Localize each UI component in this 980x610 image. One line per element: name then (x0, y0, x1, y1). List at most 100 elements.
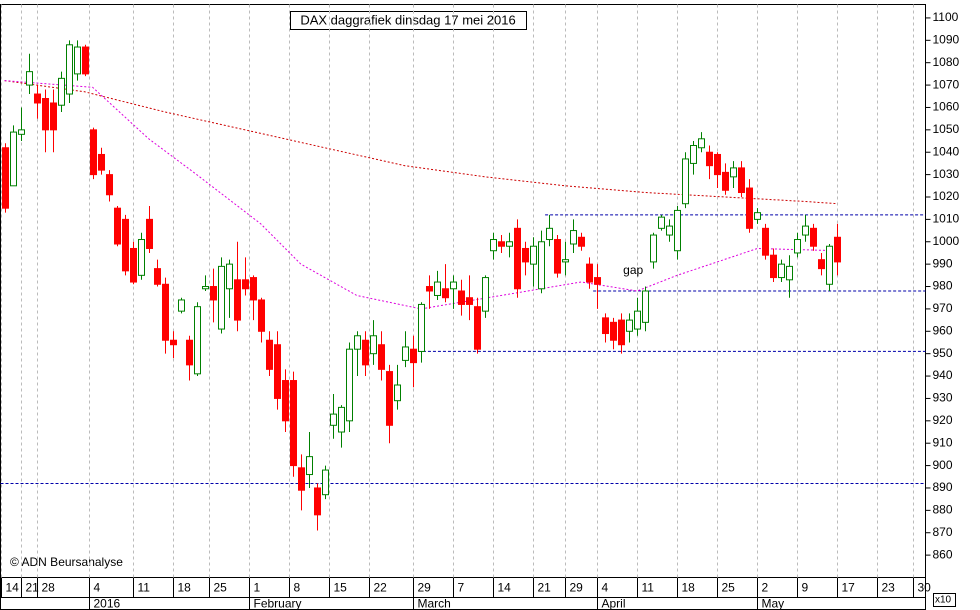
candle-body (90, 129, 97, 176)
y-tick-label: 1050 (933, 122, 960, 136)
month-label: May (762, 597, 785, 610)
candle-body (42, 98, 49, 131)
candle-body (210, 286, 217, 301)
candle-body (58, 77, 65, 106)
scale-note: x10 (935, 595, 952, 606)
candle-body (770, 254, 777, 279)
y-tick-label: 1070 (933, 77, 960, 91)
candle-body (194, 306, 201, 375)
candle-body (610, 321, 617, 341)
y-tick-label: 860 (933, 547, 953, 561)
candle-body (346, 348, 353, 422)
candle-body (178, 299, 185, 312)
x-tick-label: 8 (294, 581, 301, 595)
candle-body (234, 279, 241, 321)
y-tick-label: 1020 (933, 189, 960, 203)
y-tick-label: 880 (933, 503, 953, 517)
candle-body (746, 187, 753, 229)
candle-body (298, 467, 305, 491)
candle-body (602, 317, 609, 335)
candle-body (674, 209, 681, 252)
candle-body (650, 234, 657, 263)
candle-body (490, 239, 497, 252)
candle-body (594, 277, 601, 285)
candle-body (74, 46, 81, 75)
candle-body (514, 227, 521, 290)
month-label: February (254, 597, 302, 610)
y-tick-label: 960 (933, 323, 953, 337)
x-tick-label: 21 (538, 581, 552, 595)
x-tick-label: 4 (94, 581, 101, 595)
candle-body (474, 306, 481, 350)
candle-body (202, 286, 209, 290)
y-tick-label: 1000 (933, 234, 960, 248)
moving-average (4, 80, 838, 310)
x-tick-label: 28 (42, 581, 56, 595)
y-tick-label: 900 (933, 458, 953, 472)
x-tick-label: 2 (762, 581, 769, 595)
chart-title: DAX daggrafiek dinsdag 17 mei 2016 (300, 12, 515, 27)
copyright: © ADN Beursanalyse (10, 555, 123, 569)
x-tick-label: 1 (254, 581, 261, 595)
y-tick-label: 950 (933, 346, 953, 360)
candle-body (386, 371, 393, 426)
x-tick-label: 30 (918, 581, 932, 595)
y-tick-label: 1010 (933, 212, 960, 226)
y-tick-label: 990 (933, 256, 953, 270)
y-tick-label: 970 (933, 301, 953, 315)
candle-body (786, 265, 793, 281)
candle-body (266, 339, 273, 370)
x-tick-label: 14 (498, 581, 512, 595)
month-label: March (418, 597, 451, 610)
x-tick-label: 14 (6, 581, 20, 595)
candle-body (138, 239, 145, 276)
moving-average (4, 80, 838, 205)
month-label: April (602, 597, 626, 610)
candle-body (834, 236, 841, 263)
candle-body (34, 93, 41, 104)
candle-body (498, 241, 505, 247)
candle-body (538, 241, 545, 290)
candle-body (442, 288, 449, 299)
x-tick-label: 4 (602, 581, 609, 595)
candle-body (274, 344, 281, 399)
candle-body (10, 131, 17, 187)
x-tick-label: 17 (842, 581, 856, 595)
candle-body (402, 346, 409, 361)
title-box (290, 11, 527, 30)
candle-body (794, 239, 801, 254)
candle-body (370, 335, 377, 355)
candle-body (570, 230, 577, 245)
candle-body (810, 227, 817, 247)
candle-body (818, 259, 825, 270)
candle-body (642, 290, 649, 323)
x-tick-label: 7 (458, 581, 465, 595)
candle-body (706, 151, 713, 167)
candle-body (802, 225, 809, 236)
candle-body (586, 263, 593, 283)
candle-body (258, 299, 265, 332)
candle-body (506, 241, 513, 247)
annotation: gap (623, 263, 643, 277)
y-tick-label: 980 (933, 279, 953, 293)
y-tick-label: 1040 (933, 144, 960, 158)
candle-body (618, 319, 625, 346)
candle-body (290, 380, 297, 467)
x-tick-label: 18 (682, 581, 696, 595)
scale-note-box (933, 593, 956, 607)
y-tick-label: 1090 (933, 32, 960, 46)
candle-body (18, 129, 25, 135)
candle-body (146, 218, 153, 249)
x-tick-label: 25 (722, 581, 736, 595)
candle-body (418, 303, 425, 352)
candle-body (130, 247, 137, 283)
x-tick-label: 22 (374, 581, 388, 595)
candle-body (826, 245, 833, 285)
candle-body (66, 44, 73, 95)
x-tick-label: 23 (882, 581, 896, 595)
x-tick-label: 15 (334, 581, 348, 595)
candle-body (26, 71, 33, 86)
y-tick-label: 1080 (933, 55, 960, 69)
candle-body (778, 263, 785, 279)
